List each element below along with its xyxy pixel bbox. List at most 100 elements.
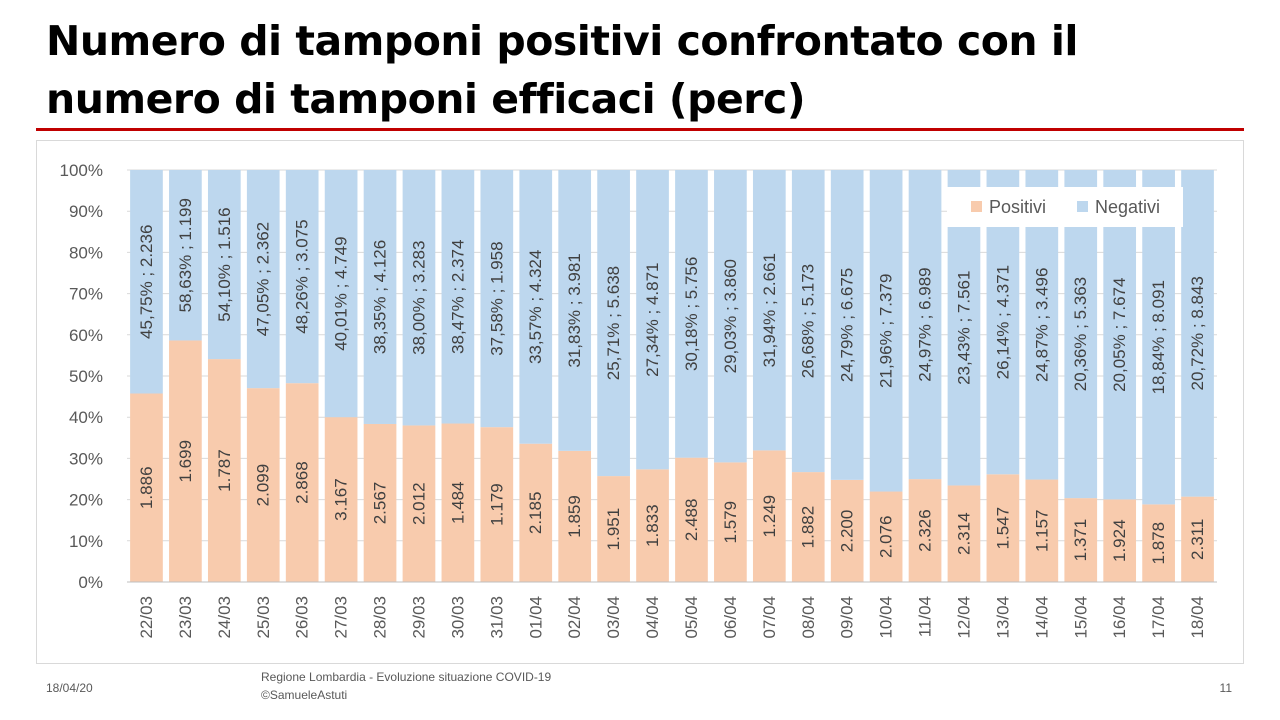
bar-negativi bbox=[363, 170, 397, 424]
data-label-negativi: 24,79% ; 6.675 bbox=[838, 268, 857, 382]
bar-negativi bbox=[1181, 170, 1214, 497]
bar-negativi bbox=[714, 170, 747, 463]
bar-negativi bbox=[441, 170, 475, 424]
bar-positivi bbox=[246, 388, 280, 582]
bar-negativi bbox=[285, 170, 319, 384]
bar-positivi bbox=[791, 472, 825, 582]
x-tick-label: 01/04 bbox=[526, 596, 545, 639]
bar-positivi bbox=[636, 469, 669, 582]
x-tick-label: 31/03 bbox=[487, 596, 506, 639]
data-label-negativi: 38,00% ; 3.283 bbox=[409, 241, 428, 355]
bar-positivi bbox=[752, 450, 786, 582]
data-label-negativi: 58,63% ; 1.199 bbox=[176, 198, 195, 312]
data-label-negativi: 40,01% ; 4.749 bbox=[332, 236, 351, 350]
y-tick-label: 100% bbox=[60, 161, 103, 180]
bar-negativi bbox=[480, 170, 514, 428]
data-label-positivi: 2.868 bbox=[293, 461, 312, 504]
bar-positivi bbox=[441, 423, 475, 582]
data-label-negativi: 38,47% ; 2.374 bbox=[448, 240, 467, 354]
bar-positivi bbox=[714, 462, 747, 582]
footer-source-line2: ©SamueleAstuti bbox=[261, 688, 348, 702]
data-label-positivi: 2.076 bbox=[877, 515, 896, 558]
legend-swatch-positivi bbox=[971, 201, 982, 212]
x-tick-label: 30/03 bbox=[448, 596, 467, 639]
data-label-negativi: 27,34% ; 4.871 bbox=[643, 262, 662, 376]
data-label-positivi: 2.200 bbox=[838, 510, 857, 553]
bar-positivi bbox=[207, 359, 241, 582]
x-tick-label: 16/04 bbox=[1110, 596, 1129, 639]
data-label-negativi: 26,68% ; 5.173 bbox=[799, 264, 818, 378]
data-label-positivi: 3.167 bbox=[332, 478, 351, 521]
y-tick-label: 0% bbox=[78, 573, 103, 592]
data-label-negativi: 24,87% ; 3.496 bbox=[1032, 268, 1051, 382]
x-tick-label: 17/04 bbox=[1149, 596, 1168, 639]
legend-label-positivi: Positivi bbox=[989, 197, 1046, 217]
bar-positivi bbox=[1064, 498, 1098, 582]
data-label-positivi: 1.886 bbox=[137, 466, 156, 509]
y-tick-label: 30% bbox=[69, 449, 103, 468]
bar-positivi bbox=[480, 427, 514, 582]
bar-negativi bbox=[597, 170, 630, 477]
x-tick-label: 02/04 bbox=[565, 596, 584, 639]
x-tick-label: 14/04 bbox=[1032, 596, 1051, 639]
bar-positivi bbox=[830, 479, 864, 582]
data-label-negativi: 21,96% ; 7.379 bbox=[877, 274, 896, 388]
bar-negativi bbox=[207, 170, 241, 360]
data-label-negativi: 33,57% ; 4.324 bbox=[526, 250, 545, 364]
y-tick-label: 10% bbox=[69, 532, 103, 551]
data-label-positivi: 1.699 bbox=[176, 440, 195, 483]
data-label-negativi: 25,71% ; 5.638 bbox=[604, 266, 623, 380]
bar-negativi bbox=[519, 170, 553, 444]
data-label-positivi: 2.567 bbox=[371, 482, 390, 525]
data-label-positivi: 1.484 bbox=[448, 481, 467, 524]
data-label-negativi: 24,97% ; 6.989 bbox=[916, 267, 935, 381]
legend-box bbox=[947, 187, 1183, 227]
x-tick-label: 26/03 bbox=[293, 596, 312, 639]
data-label-negativi: 30,18% ; 5.756 bbox=[682, 257, 701, 371]
bar-positivi bbox=[869, 491, 903, 582]
x-tick-label: 07/04 bbox=[760, 596, 779, 639]
data-label-negativi: 45,75% ; 2.236 bbox=[137, 225, 156, 339]
data-label-positivi: 1.371 bbox=[1071, 519, 1090, 562]
data-label-negativi: 48,26% ; 3.075 bbox=[293, 219, 312, 333]
bar-positivi bbox=[130, 393, 163, 582]
x-tick-label: 09/04 bbox=[838, 596, 857, 639]
data-label-negativi: 23,43% ; 7.561 bbox=[954, 271, 973, 385]
data-label-positivi: 1.157 bbox=[1032, 510, 1051, 553]
bar-positivi bbox=[324, 417, 358, 582]
data-label-positivi: 2.488 bbox=[682, 499, 701, 542]
x-tick-label: 13/04 bbox=[993, 596, 1012, 639]
bar-negativi bbox=[908, 170, 942, 480]
footer-source: Regione Lombardia - Evoluzione situazion… bbox=[261, 668, 551, 704]
bar-positivi bbox=[285, 383, 319, 582]
x-tick-label: 18/04 bbox=[1188, 596, 1207, 639]
data-label-positivi: 1.547 bbox=[993, 507, 1012, 550]
data-label-positivi: 1.878 bbox=[1149, 522, 1168, 565]
page-number: 11 bbox=[1219, 681, 1232, 695]
legend-label-negativi: Negativi bbox=[1095, 197, 1160, 217]
x-tick-label: 12/04 bbox=[954, 596, 973, 639]
x-tick-label: 15/04 bbox=[1071, 596, 1090, 639]
bar-negativi bbox=[752, 170, 786, 451]
data-label-positivi: 1.882 bbox=[799, 506, 818, 549]
y-tick-label: 80% bbox=[69, 243, 103, 262]
y-tick-label: 70% bbox=[69, 285, 103, 304]
data-label-positivi: 1.859 bbox=[565, 495, 584, 538]
data-label-negativi: 20,05% ; 7.674 bbox=[1110, 278, 1129, 392]
x-tick-label: 10/04 bbox=[877, 596, 896, 639]
data-label-positivi: 1.951 bbox=[604, 508, 623, 551]
bar-negativi bbox=[636, 170, 669, 470]
x-tick-label: 05/04 bbox=[682, 596, 701, 639]
bar-negativi bbox=[402, 170, 436, 426]
bar-negativi bbox=[130, 170, 163, 394]
data-label-positivi: 2.185 bbox=[526, 492, 545, 535]
x-tick-label: 25/03 bbox=[254, 596, 273, 639]
x-tick-label: 03/04 bbox=[604, 596, 623, 639]
y-tick-label: 60% bbox=[69, 326, 103, 345]
chart-area: 0% 10% 20% 30% 40% 50% 60% 70% 80% 90% 100% 1.886 45… bbox=[36, 140, 1244, 664]
data-label-positivi: 1.787 bbox=[215, 449, 234, 492]
data-label-negativi: 54,10% ; 1.516 bbox=[215, 207, 234, 321]
bar-positivi bbox=[908, 479, 942, 582]
data-label-positivi: 2.314 bbox=[954, 512, 973, 555]
x-tick-label: 23/03 bbox=[176, 596, 195, 639]
